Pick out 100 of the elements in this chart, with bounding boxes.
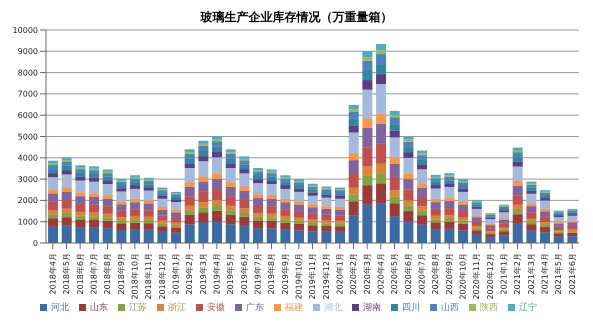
bar <box>226 224 236 243</box>
bar <box>157 226 168 232</box>
bar <box>212 136 222 140</box>
bar <box>376 164 386 174</box>
bar <box>89 216 100 220</box>
bar <box>430 182 441 186</box>
bar <box>308 222 318 226</box>
bar <box>75 169 86 173</box>
bar <box>321 223 332 226</box>
bar <box>130 209 140 216</box>
x-tick-label: 2021年3月 <box>526 253 536 294</box>
bar <box>171 225 182 228</box>
bar <box>198 146 208 151</box>
bar <box>239 226 250 243</box>
bar <box>116 220 126 224</box>
x-tick-label: 2018年11月 <box>144 253 154 300</box>
bar <box>266 176 277 180</box>
bar <box>184 214 195 224</box>
bar <box>171 212 182 218</box>
bar <box>144 216 154 220</box>
bar <box>512 214 523 224</box>
bar <box>48 218 58 227</box>
bar <box>253 198 264 206</box>
bar <box>157 190 168 194</box>
bar <box>444 218 454 222</box>
x-tick-label: 2020年12月 <box>486 253 495 300</box>
bar <box>130 178 140 182</box>
bar <box>62 170 72 174</box>
bar <box>280 222 290 230</box>
bar <box>376 174 386 184</box>
bar <box>390 164 400 177</box>
bar <box>266 198 277 206</box>
bar <box>444 180 454 184</box>
bar <box>102 195 113 199</box>
bar <box>62 200 72 209</box>
bar <box>144 181 154 184</box>
bar <box>512 148 523 151</box>
legend-label: 山东 <box>90 303 108 313</box>
bar <box>102 173 113 177</box>
y-tick-label: 9000 <box>18 47 38 56</box>
bar <box>116 201 126 204</box>
bar <box>102 176 113 180</box>
bar <box>321 194 332 198</box>
legend-label: 山西 <box>441 303 459 313</box>
bar <box>266 217 277 221</box>
x-tick-label: 2019年1月 <box>172 253 181 294</box>
bar <box>253 216 264 221</box>
bar <box>102 217 113 221</box>
bar <box>89 228 100 243</box>
x-tick-label: 2018年10月 <box>130 253 140 300</box>
x-tick-label: 2018年4月 <box>48 253 58 294</box>
bar <box>75 216 86 220</box>
bar <box>376 84 386 114</box>
bar <box>226 182 236 187</box>
bar <box>130 182 140 186</box>
bar <box>198 192 208 202</box>
bar <box>444 228 454 243</box>
bar <box>171 217 182 223</box>
x-tick-label: 2018年7月 <box>90 253 99 294</box>
bar <box>75 180 86 192</box>
bar <box>430 216 441 220</box>
bar <box>75 220 86 228</box>
bar <box>458 182 468 186</box>
bar <box>144 230 154 243</box>
bar <box>212 174 222 179</box>
bar <box>116 204 126 211</box>
bar <box>48 173 58 178</box>
bar <box>48 214 58 218</box>
bar <box>266 184 277 196</box>
bar <box>280 198 290 202</box>
bar <box>89 174 100 178</box>
bar <box>144 184 154 188</box>
bar <box>430 208 441 216</box>
bar <box>212 190 222 200</box>
y-tick-label: 5000 <box>18 132 38 142</box>
bar <box>321 220 332 224</box>
bar <box>335 198 346 208</box>
bar <box>212 210 222 222</box>
bar <box>403 158 414 174</box>
bar <box>89 182 100 194</box>
bar <box>198 156 208 162</box>
x-tick-label: 2018年6月 <box>76 253 85 294</box>
bar <box>458 211 468 218</box>
x-tick-label: 2020年8月 <box>431 253 440 294</box>
bar <box>540 216 550 222</box>
bar <box>335 215 346 221</box>
y-tick-label: 10000 <box>12 26 38 35</box>
bar <box>130 230 140 243</box>
bar <box>294 220 304 224</box>
bar <box>417 210 428 216</box>
bar <box>308 231 318 243</box>
bar <box>540 192 550 196</box>
bar <box>499 224 510 228</box>
bar <box>239 200 250 208</box>
bar <box>253 172 264 176</box>
bar <box>499 212 510 218</box>
bar <box>89 193 100 197</box>
bar <box>280 230 290 243</box>
bar <box>540 196 550 198</box>
bar <box>171 194 182 197</box>
